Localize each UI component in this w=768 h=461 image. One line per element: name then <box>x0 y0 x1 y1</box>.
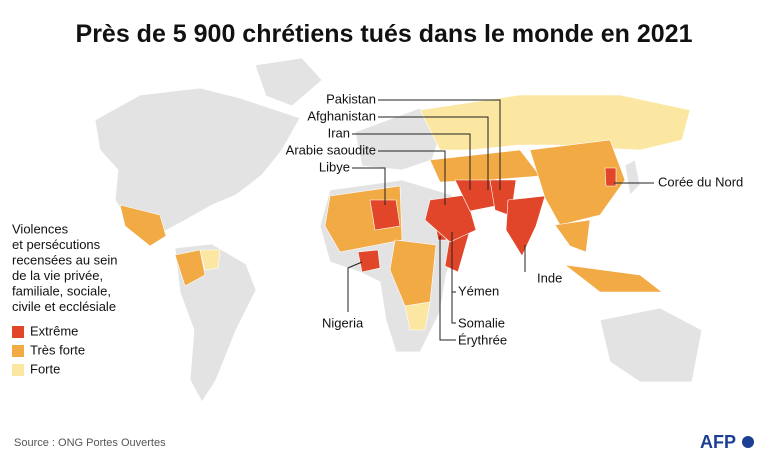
legend-swatch <box>12 326 24 338</box>
legend-swatch <box>12 364 24 376</box>
country-label: Érythrée <box>458 332 507 347</box>
logo-box <box>700 432 756 452</box>
country-label: Pakistan <box>326 91 376 106</box>
southeast-asia <box>554 219 591 253</box>
greenland <box>254 57 323 107</box>
legend-title: familiale, sociale, <box>12 283 111 298</box>
country-labels: Pakistan Afghanistan Iran Arabie saoudite Li… <box>286 91 744 347</box>
libya <box>369 199 401 231</box>
legend-title: recensées au sein <box>12 252 118 267</box>
leader-line <box>378 99 501 190</box>
venezuela <box>199 249 221 271</box>
country-label: Arabie saoudite <box>286 142 376 157</box>
mexico <box>119 204 167 247</box>
leader-line <box>439 236 456 341</box>
legend-title: civile et ecclésiale <box>12 299 116 314</box>
logo-dot <box>742 436 754 448</box>
indonesia <box>563 264 663 293</box>
colombia <box>174 249 206 287</box>
country-label: Afghanistan <box>307 108 376 123</box>
legend-label: Extrême <box>30 323 78 338</box>
leader-line <box>451 262 456 324</box>
china <box>529 139 626 226</box>
india <box>505 195 546 257</box>
legend-title: et persécutions <box>12 237 101 252</box>
legend-title: Violences <box>12 221 69 236</box>
world-map <box>94 57 703 403</box>
leader-line <box>347 261 363 312</box>
legend-swatch <box>12 345 24 357</box>
australia <box>599 307 703 383</box>
southern-africa <box>404 301 431 331</box>
leader-line <box>378 116 489 190</box>
russia <box>419 94 691 151</box>
leader-lines <box>347 99 654 341</box>
north-korea <box>604 167 617 187</box>
south-america <box>174 243 257 403</box>
country-label: Nigeria <box>322 315 364 330</box>
north-america <box>94 87 301 239</box>
source: Source : ONG Portes Ouvertes <box>14 437 166 449</box>
legend-label: Forte <box>30 361 60 376</box>
country-label: Inde <box>537 270 562 285</box>
nigeria <box>357 249 381 273</box>
leader-line <box>352 133 471 190</box>
legend-title: de la vie privée, <box>12 268 103 283</box>
country-label: Iran <box>328 125 350 140</box>
country-label: Yémen <box>458 283 499 298</box>
logo: AFP <box>700 432 736 452</box>
leader-line <box>352 167 386 205</box>
country-label: Libye <box>319 159 350 174</box>
country-label: Corée du Nord <box>658 174 743 189</box>
title: Près de 5 900 chrétiens tués dans le mon… <box>76 20 693 48</box>
central-asia <box>429 149 541 183</box>
leader-line <box>378 150 446 205</box>
japan <box>624 159 641 196</box>
saudi-yemen <box>424 194 477 243</box>
country-label: Somalie <box>458 315 505 330</box>
legend-label: Très forte <box>30 342 85 357</box>
